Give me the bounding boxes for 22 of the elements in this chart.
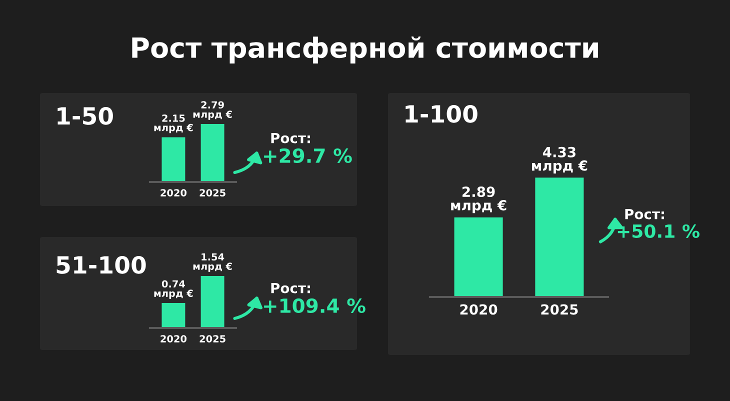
data-label: 2.79 млрд € — [193, 101, 232, 120]
x-tick-label: 2020 — [160, 335, 187, 342]
text: +50.1 % — [618, 224, 700, 238]
data-label: 0.74 млрд € — [154, 280, 193, 299]
text: Рост: — [271, 132, 310, 144]
x-tick-label: 2020 — [160, 189, 187, 196]
chart-title: 1-100 — [406, 104, 478, 123]
text: Рост: — [625, 208, 664, 220]
data-label: 4.33 млрд € — [532, 146, 588, 174]
x-tick-label: 2025 — [200, 189, 226, 196]
x-tick-label: 2025 — [200, 335, 226, 342]
chart-title: 51-100 — [56, 256, 146, 274]
text: +29.7 % — [264, 148, 352, 164]
data-label: 2.15 млрд € — [154, 114, 193, 134]
x-tick-label: 2020 — [460, 304, 498, 315]
chart-title: 1-50 — [58, 106, 113, 125]
data-label: 1.54 млрд € — [193, 253, 232, 272]
text: Рост трансферной стоимости — [132, 36, 598, 64]
x-tick-label: 2025 — [541, 304, 578, 315]
data-label: 2.89 млрд € — [451, 186, 506, 214]
text: +109.4 % — [264, 298, 366, 314]
text: Рост: — [271, 282, 310, 294]
